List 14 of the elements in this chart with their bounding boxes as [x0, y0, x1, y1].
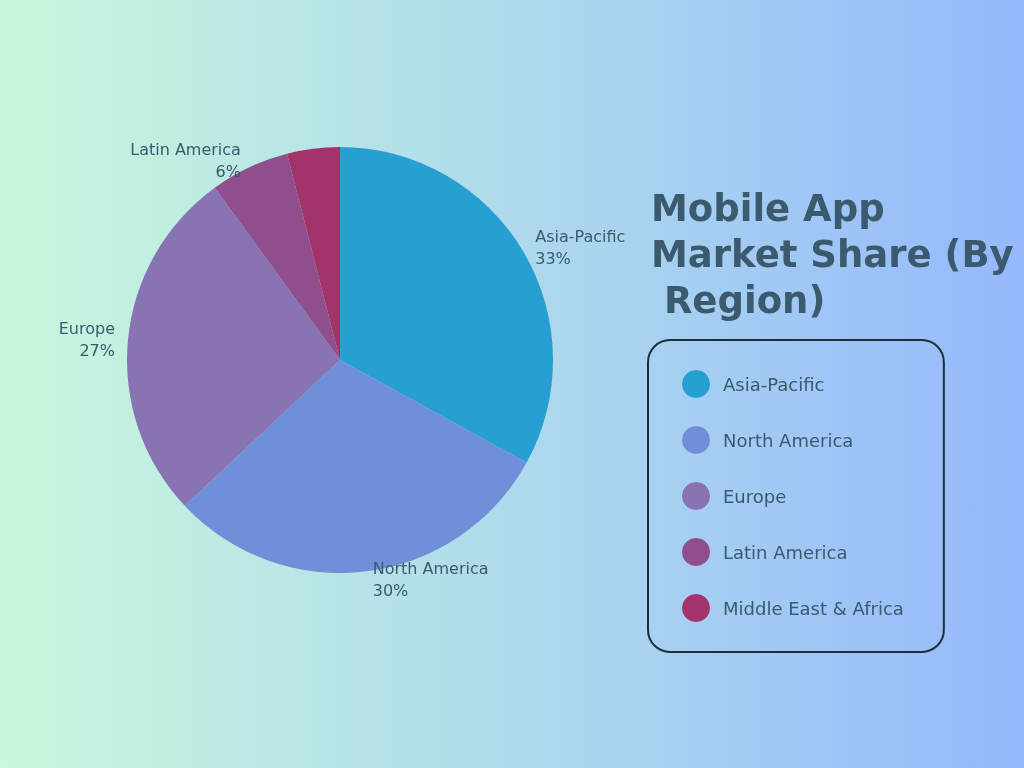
slice-label: Asia-Pacific — [535, 227, 626, 246]
data-label: 6% — [215, 161, 241, 181]
legend-label: Latin America — [723, 541, 848, 563]
data-label: 33% — [535, 249, 571, 268]
data-label: 27% — [79, 340, 115, 360]
slice-label: Latin America — [130, 139, 241, 159]
data-label: 30% — [372, 580, 409, 600]
legend-label: Middle East & Africa — [723, 597, 904, 619]
text: Mobile App Market Share (By Region) — [651, 186, 1014, 322]
legend-label: Asia-Pacific — [723, 373, 825, 395]
slice-label: Europe — [58, 318, 115, 338]
slice-label: North America — [372, 558, 489, 578]
legend-label: Europe — [723, 485, 787, 507]
legend-label: North America — [723, 429, 854, 451]
